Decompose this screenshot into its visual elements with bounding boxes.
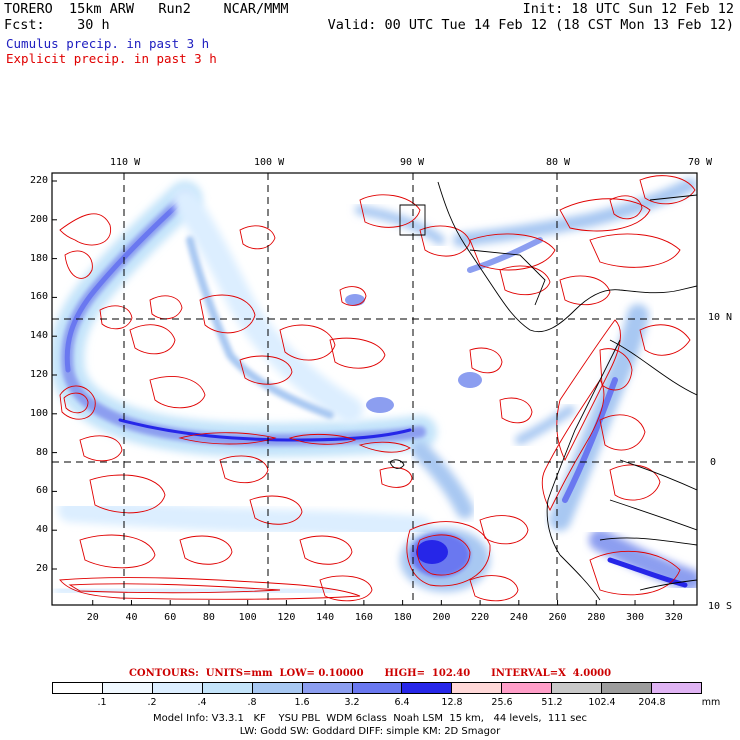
axis-ticks — [52, 180, 675, 605]
lon-label-80w: 80 W — [546, 157, 571, 168]
legend-label: 204.8 — [638, 697, 666, 708]
legend-cumulus-label: Cumulus precip. in past 3 h — [6, 36, 210, 51]
map-frame — [51, 172, 698, 606]
lat-lon-grid — [52, 173, 697, 605]
legend-label: 6.4 — [394, 697, 410, 708]
x-tick-label: 240 — [509, 612, 528, 623]
header-forecast-hour: Fcst: 30 h — [4, 17, 110, 33]
x-tick-label: 120 — [277, 612, 296, 623]
y-tick-label: 100 — [29, 407, 48, 419]
lon-label-70w: 70 W — [688, 157, 713, 168]
y-tick-label: 220 — [29, 175, 48, 186]
footer-physics-info: LW: Godd SW: Goddard DIFF: simple KM: 2D… — [239, 726, 501, 737]
legend-swatch — [202, 683, 253, 693]
footer-model-info: Model Info: V3.3.1 KF YSU PBL WDM 6class… — [152, 713, 588, 724]
y-tick-label: 140 — [29, 330, 48, 342]
header-init-time: Init: 18 UTC Sun 12 Feb 12 — [522, 1, 734, 17]
lon-label-90w: 90 W — [400, 157, 425, 168]
x-tick-label: 20 — [86, 612, 99, 623]
y-tick-label: 40 — [35, 524, 48, 536]
header-title: TORERO 15km ARW Run2 NCAR/MMM — [4, 1, 289, 17]
legend-explicit-label: Explicit precip. in past 3 h — [6, 51, 217, 66]
x-tick-label: 200 — [432, 612, 451, 623]
color-legend-bar — [52, 682, 702, 694]
legend-label: 102.4 — [588, 697, 616, 708]
lat-label-0: 0 — [710, 457, 717, 468]
x-tick-label: 160 — [354, 612, 373, 623]
x-tick-label: 180 — [393, 612, 412, 623]
legend-label: .8 — [247, 697, 257, 708]
y-tick-label: 120 — [29, 369, 48, 380]
legend-swatch — [53, 683, 103, 693]
legend-label: 1.6 — [294, 697, 310, 708]
header-valid-time: Valid: 00 UTC Tue 14 Feb 12 (18 CST Mon … — [327, 17, 734, 33]
legend-swatch — [452, 683, 503, 693]
legend-swatch — [102, 683, 153, 693]
cumulus-precip-shading — [52, 178, 697, 598]
legend-label: 3.2 — [344, 697, 360, 708]
legend-label: 51.2 — [541, 697, 563, 708]
legend-units: mm — [701, 697, 721, 708]
x-tick-label: 300 — [625, 612, 645, 623]
legend-label: .2 — [147, 697, 157, 708]
legend-swatch — [302, 683, 353, 693]
x-tick-label: 40 — [125, 612, 138, 623]
lat-label-10n: 10 N — [708, 312, 733, 323]
legend-swatch — [502, 683, 553, 693]
legend-swatch — [252, 683, 303, 693]
x-tick-label: 260 — [548, 612, 567, 623]
coastlines — [389, 181, 697, 601]
x-tick-label: 220 — [471, 612, 490, 623]
legend-swatch — [602, 683, 653, 693]
x-tick-label: 100 — [238, 612, 257, 623]
x-tick-label: 60 — [164, 612, 177, 623]
y-tick-label: 180 — [29, 252, 48, 264]
contour-info: CONTOURS: UNITS=mm LOW= 0.10000 HIGH= 10… — [128, 668, 612, 679]
y-tick-label: 200 — [29, 213, 48, 225]
y-tick-label: 20 — [35, 563, 48, 574]
y-tick-label: 60 — [35, 485, 48, 497]
x-tick-label: 280 — [587, 612, 606, 623]
y-tick-label: 160 — [29, 291, 48, 303]
lon-label-100w: 100 W — [254, 157, 285, 168]
lat-label-10s: 10 S — [708, 601, 733, 612]
legend-label: .4 — [197, 697, 207, 708]
legend-label: .1 — [97, 697, 107, 708]
y-tick-label: 80 — [35, 446, 48, 458]
legend-swatch — [352, 683, 403, 693]
legend-label: 12.8 — [441, 697, 463, 708]
lon-label-110w: 110 W — [110, 157, 141, 168]
legend-label: 25.6 — [491, 697, 513, 708]
legend-swatch — [402, 683, 453, 693]
legend-swatch — [152, 683, 203, 693]
x-tick-label: 80 — [202, 612, 215, 623]
explicit-precip-contours — [59, 175, 696, 602]
legend-swatch — [652, 683, 701, 693]
x-tick-label: 320 — [664, 612, 683, 623]
legend-swatch — [552, 683, 603, 693]
x-tick-label: 140 — [316, 612, 335, 623]
